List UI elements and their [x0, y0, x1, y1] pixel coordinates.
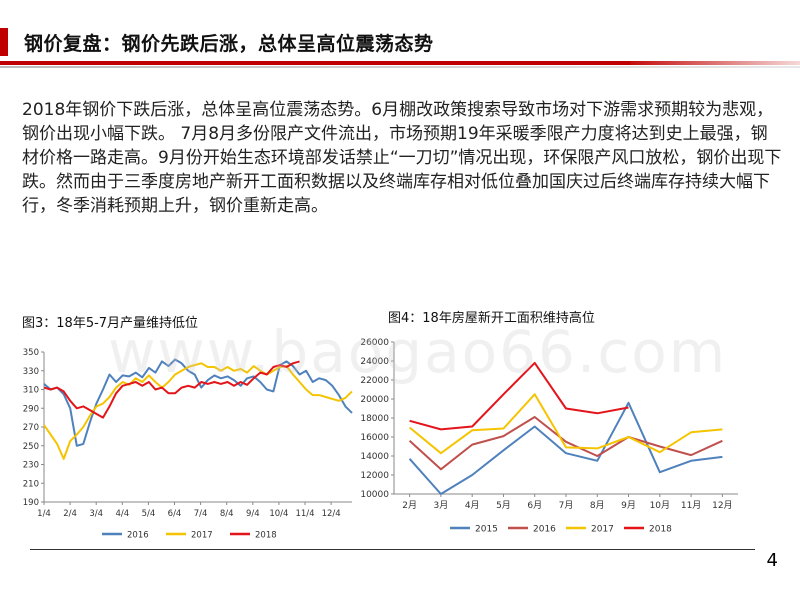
- x-tick-label: 12/4: [322, 509, 341, 519]
- y-tick-label: 190: [23, 498, 39, 508]
- body-paragraph: 2018年钢价下跌后涨，总体呈高位震荡态势。6月棚改政策搜索导致市场对下游需求预…: [22, 100, 782, 216]
- legend-label-2017: 2017: [591, 525, 614, 535]
- x-tick-label: 8/4: [220, 509, 234, 519]
- x-tick-label: 9月: [621, 500, 636, 511]
- x-tick-label: 7/4: [194, 509, 208, 519]
- body-paragraph-box: 2018年钢价下跌后涨，总体呈高位震荡态势。6月棚改政策搜索导致市场对下游需求预…: [22, 98, 782, 218]
- series-line-2018: [43, 360, 300, 419]
- x-tick-label: 11/4: [295, 509, 314, 519]
- header-rule-fade: [620, 61, 800, 65]
- y-tick-label: 290: [23, 404, 39, 414]
- header-rule-grey: [0, 66, 800, 68]
- y-tick-label: 230: [23, 461, 39, 471]
- y-tick-label: 270: [23, 423, 39, 433]
- figure3-caption: 图3：18年5-7月产量维持低位: [22, 316, 199, 331]
- x-tick-label: 3/4: [89, 509, 103, 519]
- y-tick-label: 12000: [360, 471, 389, 481]
- title-accent-bar: [0, 28, 8, 56]
- x-tick-label: 4/4: [115, 509, 129, 519]
- y-tick-label: 16000: [360, 433, 389, 443]
- x-tick-label: 10月: [650, 500, 670, 511]
- slide-title: 钢价复盘：钢价先跌后涨，总体呈高位震荡态势: [24, 33, 434, 55]
- y-tick-label: 20000: [360, 395, 389, 405]
- figure3-chart: 190 210 230 250 270 290 310 330 350 1/4 2/4 3/4 4/4 5…: [23, 348, 353, 541]
- y-tick-label: 26000: [360, 338, 389, 348]
- x-tick-label: 5/4: [142, 509, 156, 519]
- series-line-2015: [408, 401, 723, 495]
- series-line-2016: [43, 358, 353, 447]
- y-tick-label: 210: [23, 479, 39, 489]
- y-tick-label: 310: [23, 386, 39, 396]
- series-line-2017: [43, 362, 353, 460]
- y-tick-label: 250: [23, 442, 39, 452]
- y-tick-label: 14000: [360, 452, 389, 462]
- x-tick-label: 1/4: [37, 509, 51, 519]
- x-tick-label: 5月: [496, 500, 511, 511]
- legend-label-2016: 2016: [127, 531, 149, 541]
- x-tick-label: 6/4: [168, 509, 182, 519]
- x-tick-label: 11月: [681, 500, 701, 511]
- footer-rule: [30, 549, 755, 550]
- x-tick-label: 2月: [402, 500, 417, 511]
- series-line-2017: [408, 393, 723, 455]
- series-line-2016: [408, 416, 723, 471]
- x-tick-label: 4月: [465, 500, 480, 511]
- y-tick-label: 10000: [360, 490, 389, 500]
- legend-label-2018: 2018: [649, 525, 672, 535]
- x-tick-label: 10/4: [269, 509, 288, 519]
- x-tick-label: 6月: [527, 500, 542, 511]
- page-number: 4: [766, 550, 778, 571]
- x-tick-label: 12月: [712, 500, 732, 511]
- x-tick-label: 9/4: [246, 509, 260, 519]
- slide-header: 钢价复盘：钢价先跌后涨，总体呈高位震荡态势: [0, 0, 800, 72]
- y-tick-label: 22000: [360, 376, 389, 386]
- x-tick-label: 2/4: [63, 509, 77, 519]
- x-tick-label: 7月: [559, 500, 574, 511]
- y-tick-label: 350: [23, 348, 39, 358]
- y-tick-label: 24000: [360, 357, 389, 367]
- legend-label-2017: 2017: [191, 531, 213, 541]
- series-line-2018: [409, 361, 629, 431]
- x-tick-label: 3月: [434, 500, 449, 511]
- y-tick-label: 18000: [360, 414, 389, 424]
- figure4-caption: 图4：18年房屋新开工面积维持高位: [388, 311, 595, 326]
- legend-label-2018: 2018: [255, 531, 277, 541]
- legend-label-2016: 2016: [533, 525, 556, 535]
- header-rule-red: [0, 61, 630, 65]
- legend-label-2015: 2015: [475, 525, 498, 535]
- x-tick-label: 8月: [590, 500, 605, 511]
- y-tick-label: 330: [23, 367, 39, 377]
- figure4-chart: 10000 12000 14000 16000 18000 20000 22000 24000…: [360, 338, 738, 535]
